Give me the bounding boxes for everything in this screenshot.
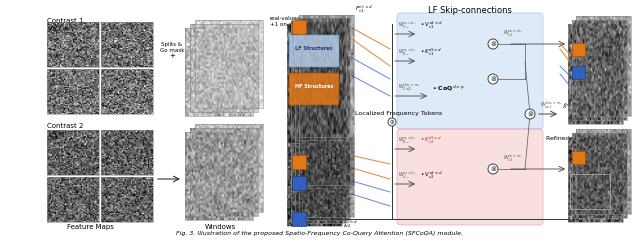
Text: $F_{\Delta c2}^{m_2\times d}$: $F_{\Delta c2}^{m_2\times d}$ bbox=[340, 219, 358, 230]
Bar bbox=[572, 133, 627, 218]
Circle shape bbox=[488, 39, 498, 49]
Bar bbox=[572, 43, 585, 56]
Text: $F_{\Delta c2}^{n_c\times d}$: $F_{\Delta c2}^{n_c\times d}$ bbox=[338, 149, 355, 160]
Text: ⊗: ⊗ bbox=[490, 41, 496, 47]
Bar bbox=[190, 128, 258, 216]
Bar bbox=[287, 146, 342, 226]
Text: Contrast 1: Contrast 1 bbox=[47, 18, 83, 24]
Bar bbox=[101, 69, 153, 114]
Bar bbox=[292, 212, 306, 226]
Text: • $\mathbf{CoQ}^{d\times p}$: • $\mathbf{CoQ}^{d\times p}$ bbox=[432, 84, 465, 93]
Bar bbox=[101, 177, 153, 222]
Text: real-valued: real-valued bbox=[270, 16, 301, 21]
Circle shape bbox=[488, 164, 498, 174]
Text: $F_{c1}^{n_1\times d}$: $F_{c1}^{n_1\times d}$ bbox=[355, 4, 373, 15]
Bar bbox=[572, 20, 627, 120]
Bar bbox=[572, 151, 585, 164]
Text: $W_{K_{c1}}^{n_c\times d_k}$: $W_{K_{c1}}^{n_c\times d_k}$ bbox=[398, 46, 417, 58]
Bar bbox=[292, 176, 306, 190]
Text: $X_{c2}^{N\times d}$: $X_{c2}^{N\times d}$ bbox=[47, 130, 67, 143]
Bar bbox=[185, 28, 253, 116]
Bar bbox=[287, 24, 342, 194]
Bar bbox=[101, 22, 153, 67]
Circle shape bbox=[488, 74, 498, 84]
Text: • $K_{c1}^{d_k\times d}$: • $K_{c1}^{d_k\times d}$ bbox=[420, 47, 442, 58]
Text: Fig. 3. Illustration of the proposed Spatio-Frequency Co-Query Attention (SFCoQA: Fig. 3. Illustration of the proposed Spa… bbox=[177, 231, 463, 236]
Bar bbox=[299, 15, 354, 185]
Bar bbox=[568, 24, 623, 124]
Text: $W_{V_{c2}}^{n_c\times d_v}$: $W_{V_{c2}}^{n_c\times d_v}$ bbox=[398, 169, 417, 181]
Bar bbox=[47, 177, 99, 222]
Text: Contrast 2: Contrast 2 bbox=[47, 123, 83, 129]
Text: Windows: Windows bbox=[204, 224, 236, 230]
Text: Localized Frequency Tokens: Localized Frequency Tokens bbox=[355, 111, 442, 116]
Text: LF Structures: LF Structures bbox=[295, 45, 333, 51]
Bar bbox=[47, 22, 99, 67]
Text: Feature Maps: Feature Maps bbox=[67, 224, 113, 230]
Circle shape bbox=[525, 109, 535, 119]
FancyBboxPatch shape bbox=[397, 13, 543, 129]
Bar bbox=[47, 130, 99, 175]
Text: Splits &: Splits & bbox=[161, 42, 182, 47]
Bar bbox=[299, 137, 354, 217]
Text: ⊕: ⊕ bbox=[390, 120, 394, 124]
Text: • $V_{c1}^{d_v\times d}$: • $V_{c1}^{d_v\times d}$ bbox=[420, 20, 442, 31]
Text: +1 on windows: +1 on windows bbox=[270, 22, 312, 27]
Text: $F_{c2}^{n_2\times d}$: $F_{c2}^{n_2\times d}$ bbox=[338, 121, 356, 132]
Text: LF Skip-connections: LF Skip-connections bbox=[428, 6, 512, 15]
Bar bbox=[576, 129, 631, 214]
Text: ⊗: ⊗ bbox=[490, 76, 496, 82]
Text: $W_{CoQ}^{2m_s\times m_s}$: $W_{CoQ}^{2m_s\times m_s}$ bbox=[398, 81, 420, 93]
Text: $\hat{X}^{m_s\times d}$: $\hat{X}^{m_s\times d}$ bbox=[562, 101, 580, 111]
Text: $F_{\Delta c1}^{n_c\times d}$: $F_{\Delta c1}^{n_c\times d}$ bbox=[338, 51, 355, 62]
Text: ⊗: ⊗ bbox=[490, 166, 496, 172]
Bar bbox=[572, 66, 585, 79]
Bar bbox=[185, 132, 253, 220]
Text: Refined common HF: Refined common HF bbox=[547, 136, 610, 141]
Text: +: + bbox=[169, 53, 175, 59]
Circle shape bbox=[388, 118, 396, 126]
Bar bbox=[190, 24, 258, 112]
FancyBboxPatch shape bbox=[289, 73, 339, 105]
Text: HF Structures: HF Structures bbox=[295, 83, 333, 89]
Bar bbox=[292, 20, 306, 34]
Bar bbox=[295, 140, 350, 220]
Bar bbox=[195, 124, 263, 212]
Bar bbox=[568, 137, 623, 222]
Bar bbox=[292, 155, 306, 169]
Bar bbox=[291, 143, 346, 223]
Bar bbox=[570, 174, 610, 209]
Bar bbox=[101, 130, 153, 175]
Bar bbox=[295, 18, 350, 188]
Bar bbox=[576, 16, 631, 116]
Text: $W_{out}^{2m_s\times m_s}$: $W_{out}^{2m_s\times m_s}$ bbox=[540, 100, 563, 111]
Text: ⊗: ⊗ bbox=[527, 111, 533, 117]
FancyBboxPatch shape bbox=[289, 35, 339, 67]
Text: • $V_{c2}^{d_v\times d}$: • $V_{c2}^{d_v\times d}$ bbox=[420, 170, 442, 181]
Text: $W_{K_{c2}}^{n_c\times d_k}$: $W_{K_{c2}}^{n_c\times d_k}$ bbox=[398, 134, 417, 146]
Text: • $K_{c2}^{d_k\times d}$: • $K_{c2}^{d_k\times d}$ bbox=[420, 135, 442, 146]
Text: $X_{c1}^{N\times d}$: $X_{c1}^{N\times d}$ bbox=[47, 25, 67, 38]
Bar bbox=[291, 21, 346, 191]
Bar bbox=[195, 20, 263, 108]
Text: $W_{c2}^{d_v\times m_s}$: $W_{c2}^{d_v\times m_s}$ bbox=[503, 153, 523, 164]
Text: $W_{c1}^{d_v\times m_s}$: $W_{c1}^{d_v\times m_s}$ bbox=[503, 28, 523, 39]
Bar bbox=[47, 69, 99, 114]
Text: Go mask: Go mask bbox=[160, 48, 184, 53]
Text: $W_{V_{c1}}^{n_c\times d_v}$: $W_{V_{c1}}^{n_c\times d_v}$ bbox=[398, 19, 417, 31]
FancyBboxPatch shape bbox=[397, 129, 543, 225]
